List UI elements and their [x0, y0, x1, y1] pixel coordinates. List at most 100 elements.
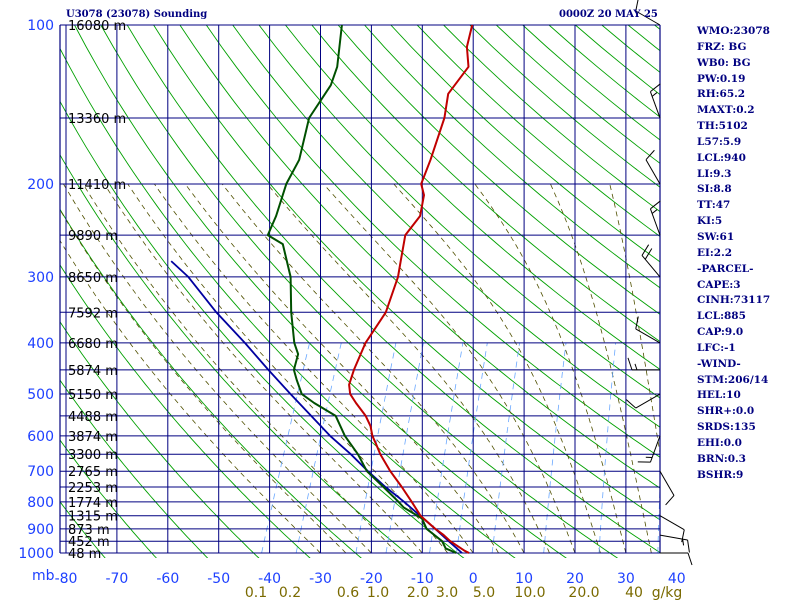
dry-adiabat [285, 25, 660, 370]
dry-adiabat [311, 25, 660, 343]
index-item: L57:5.9 [697, 135, 742, 148]
mixing-ratio-label: 0.6 [337, 585, 359, 600]
wind-barb [635, 0, 661, 26]
temperature-curve [348, 25, 474, 554]
dry-adiabat [60, 321, 260, 558]
temperature-tick-label: -50 [207, 571, 230, 587]
temperature-tick-label: 30 [617, 571, 635, 587]
index-item: SRDS:135 [697, 421, 756, 434]
dry-adiabat [60, 501, 106, 558]
pressure-labels: 100 200 300 400 500 600 700 800 900 1000 [18, 18, 54, 562]
dry-adiabat [205, 25, 660, 458]
dry-adiabat [60, 208, 362, 558]
temperature-tick-label: 40 [668, 571, 686, 587]
index-item: -PARCEL- [697, 262, 754, 275]
wind-barb [659, 534, 690, 553]
pressure-grid [59, 24, 661, 554]
pressure-tick-label: 200 [27, 177, 54, 193]
mixing-ratio-line [355, 342, 397, 554]
wind-barb [641, 244, 661, 278]
temperature-tick-label: 0 [469, 571, 478, 587]
mixing-ratio-label: 0.1 [245, 585, 267, 600]
height-label: 2765 m [68, 465, 118, 480]
mixing-ratio-label: 3.0 [436, 585, 458, 600]
pressure-tick-label: 1000 [18, 546, 54, 562]
height-label: 6680 m [68, 337, 118, 352]
wind-barb [645, 149, 661, 185]
height-label: 11410 m [68, 178, 126, 193]
index-item: TT:47 [697, 199, 731, 212]
index-item: LI:9.3 [697, 167, 732, 180]
index-item: PW:0.19 [697, 72, 746, 85]
mixing-ratio-label: 0.2 [279, 585, 301, 600]
pressure-tick-label: 700 [27, 464, 54, 480]
index-item: STM:206/14 [697, 373, 769, 386]
index-item: SW:61 [697, 230, 735, 243]
index-item: SHR+:0.0 [697, 405, 755, 418]
temperature-tick-label: -10 [411, 571, 434, 587]
mixing-ratio-line [261, 342, 310, 554]
dry-adiabat [60, 439, 157, 558]
index-item: LFC:-1 [697, 341, 736, 354]
dry-adiabat [100, 25, 619, 558]
mixing-ratio-labels: 0.1 0.2 0.6 1.0 2.0 3.0 5.0 10.0 20.0 40 g/kg [245, 585, 682, 600]
index-item: BSHR:9 [697, 468, 744, 481]
index-item: WMO:23078 [697, 25, 770, 37]
index-item: LCL:940 [697, 151, 746, 164]
dewpoint-curve [266, 25, 457, 554]
pressure-tick-label: 500 [27, 387, 54, 403]
index-item: TH:5102 [697, 120, 748, 133]
height-label: 5874 m [68, 364, 118, 379]
temperature-tick-label: -30 [309, 571, 332, 587]
temperature-tick-label: 20 [566, 571, 584, 587]
height-label: 48 m [68, 547, 101, 562]
moist-adiabat [127, 183, 449, 554]
wind-barbs [625, 0, 693, 566]
height-label: 2253 m [68, 481, 118, 496]
dry-adiabat [60, 264, 311, 558]
dry-adiabat [179, 25, 660, 489]
index-item: -WIND- [697, 357, 741, 370]
mixing-ratio-label: 1.0 [367, 585, 389, 600]
height-labels: 16080 m 13360 m 11410 m 9890 m 8650 m 7592 m 6… [68, 19, 126, 562]
dry-adiabat [258, 25, 660, 399]
mixing-ratio-line [295, 342, 342, 554]
temperature-tick-label: -40 [258, 571, 281, 587]
index-item: BRN:0.3 [697, 452, 746, 465]
dry-adiabat [60, 379, 209, 558]
wind-barb [659, 470, 675, 506]
mixing-ratio-line [456, 342, 488, 554]
temperature-tick-label: 10 [515, 571, 533, 587]
dry-adiabat [60, 100, 465, 558]
dry-adiabat [337, 25, 660, 315]
pressure-tick-label: 900 [27, 522, 54, 538]
temperature-tick-label: -70 [105, 571, 128, 587]
index-item: EI:2.2 [697, 246, 733, 259]
dry-adiabat [60, 47, 516, 558]
pressure-tick-label: 100 [27, 18, 54, 34]
wind-barb [660, 552, 693, 566]
mixing-ratio-label: 10.0 [514, 585, 545, 600]
wind-barb [635, 316, 661, 344]
height-label: 3874 m [68, 430, 118, 445]
dry-adiabat [232, 25, 660, 428]
height-label: 7592 m [68, 306, 118, 321]
index-item: CINH:73117 [697, 294, 771, 307]
dry-adiabat [390, 25, 660, 263]
dry-adiabat [153, 25, 660, 521]
temperature-tick-label: -60 [156, 571, 179, 587]
mixing-ratio-label: 20.0 [568, 585, 599, 600]
index-item: EHI:0.0 [697, 436, 742, 449]
mixing-ratio-label: g/kg [652, 585, 683, 600]
index-item: SI:8.8 [697, 183, 732, 196]
index-item: RH:65.2 [697, 88, 746, 101]
station-title: U3078 (23078) Sounding [66, 9, 208, 20]
wind-barb [627, 357, 660, 371]
mixing-ratio-line [543, 342, 567, 554]
wind-barb [637, 435, 661, 463]
height-label: 13360 m [68, 112, 126, 127]
wind-barb [659, 515, 685, 543]
height-label: 5150 m [68, 388, 118, 403]
index-item: FRZ: BG [697, 40, 747, 53]
